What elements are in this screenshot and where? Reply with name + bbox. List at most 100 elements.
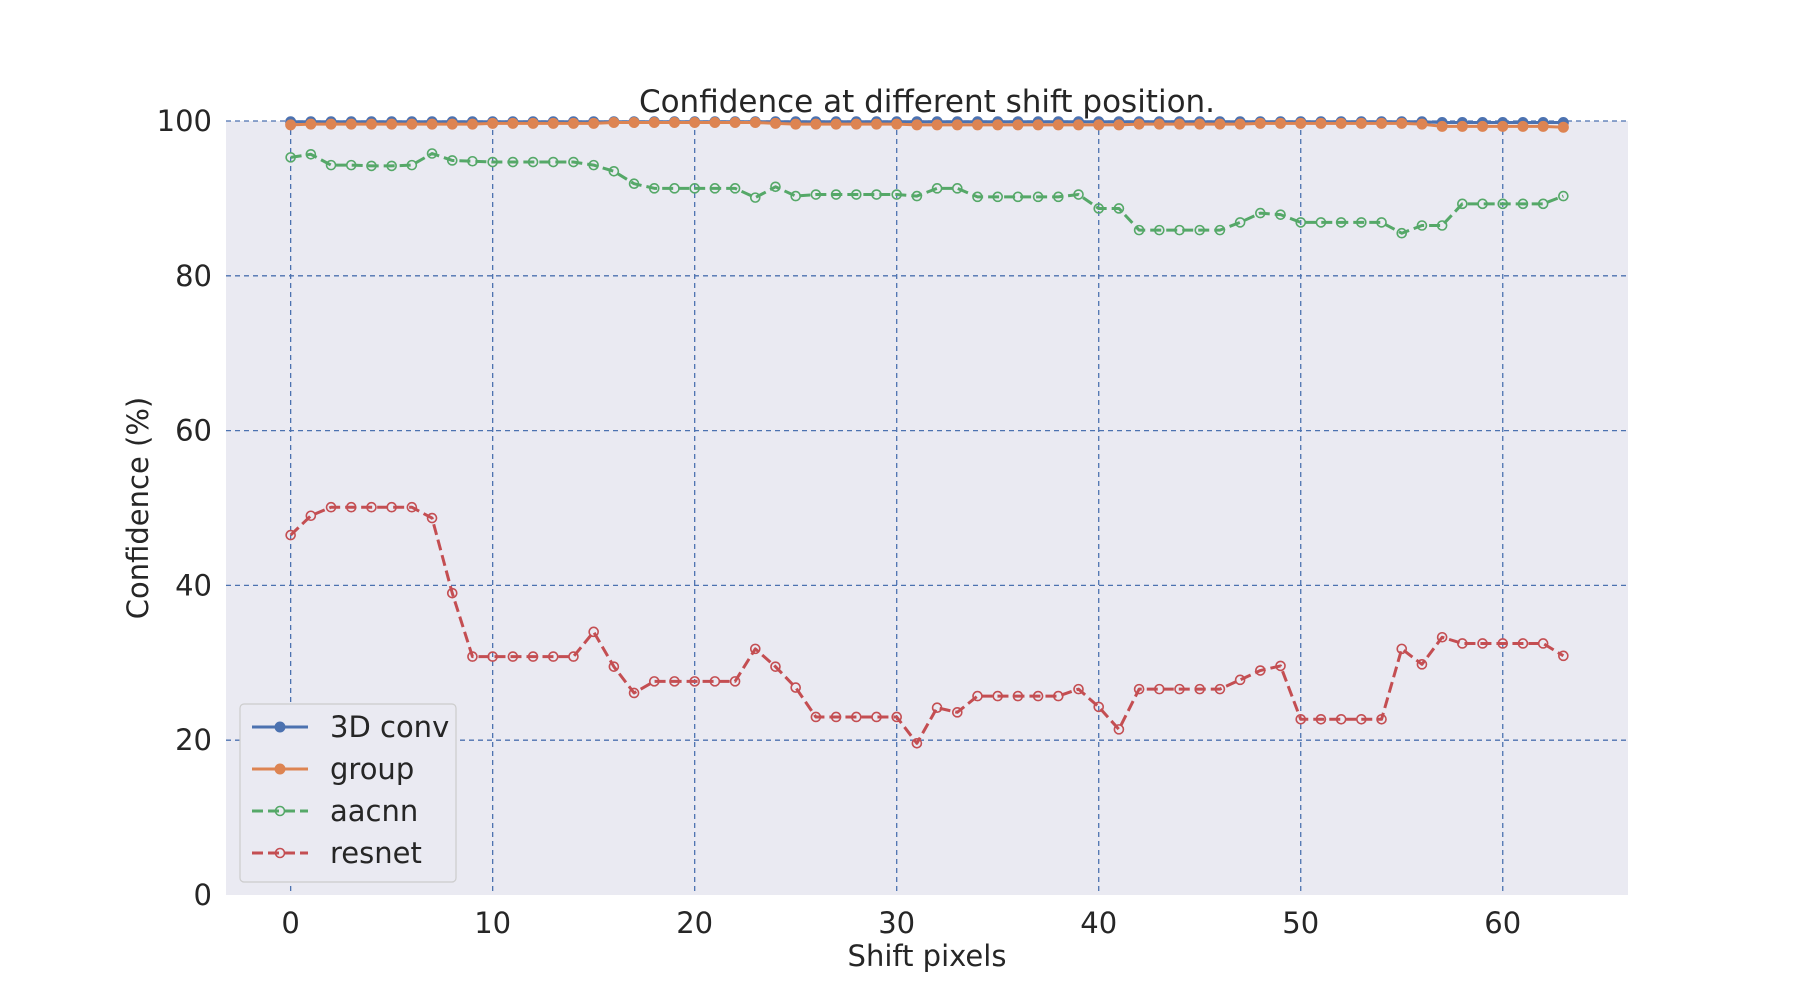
data-point-aacnn bbox=[608, 166, 620, 177]
data-point-aacnn bbox=[426, 148, 438, 159]
data-point-aacnn bbox=[1154, 224, 1165, 236]
data-point-group bbox=[1052, 119, 1064, 131]
data-point-resnet bbox=[1133, 683, 1145, 695]
data-point-aacnn bbox=[1073, 189, 1084, 200]
data-point-resnet bbox=[305, 510, 317, 522]
data-point-resnet bbox=[1194, 683, 1206, 695]
data-point-aacnn bbox=[911, 190, 923, 202]
data-point-group bbox=[1275, 117, 1287, 129]
series-line-resnet bbox=[289, 505, 1565, 745]
data-point-resnet bbox=[588, 626, 599, 638]
legend: 3D conv group aacnn resnet bbox=[239, 703, 457, 883]
data-point-group bbox=[1477, 120, 1489, 132]
data-point-group bbox=[1517, 120, 1529, 132]
data-point-group bbox=[305, 118, 317, 130]
data-point-aacnn bbox=[547, 156, 559, 168]
data-point-group bbox=[1355, 117, 1367, 129]
legend-swatch-marker bbox=[274, 721, 286, 733]
data-point-group bbox=[1456, 120, 1468, 132]
y-tick-label: 60 bbox=[175, 414, 212, 448]
data-point-resnet bbox=[1093, 701, 1105, 713]
legend-item-resnet: resnet bbox=[252, 836, 422, 870]
data-point-resnet bbox=[1356, 714, 1367, 725]
data-point-aacnn bbox=[1477, 198, 1488, 210]
data-point-aacnn bbox=[1133, 224, 1145, 236]
data-point-aacnn bbox=[1396, 227, 1408, 239]
data-point-aacnn bbox=[810, 189, 822, 200]
data-point-resnet bbox=[1275, 660, 1286, 672]
legend-label: aacnn bbox=[330, 794, 418, 828]
data-point-aacnn bbox=[709, 183, 721, 194]
series-line-aacnn bbox=[290, 152, 1564, 235]
plot-background bbox=[226, 121, 1628, 895]
data-point-aacnn bbox=[1457, 198, 1468, 210]
data-point-group bbox=[1557, 121, 1569, 133]
legend-item-aacnn: aacnn bbox=[252, 794, 418, 828]
data-point-aacnn bbox=[1416, 220, 1428, 231]
data-point-resnet bbox=[467, 651, 478, 662]
series-aacnn bbox=[285, 148, 1569, 239]
data-point-resnet bbox=[1113, 724, 1125, 735]
data-point-resnet bbox=[386, 501, 397, 513]
data-point-resnet bbox=[669, 676, 680, 687]
legend-label: 3D conv bbox=[330, 710, 449, 744]
data-point-resnet bbox=[1376, 714, 1387, 725]
data-point-resnet bbox=[770, 661, 781, 672]
data-point-resnet bbox=[850, 711, 862, 723]
data-point-resnet bbox=[1517, 638, 1529, 649]
data-point-aacnn bbox=[689, 183, 700, 194]
data-point-aacnn bbox=[1032, 191, 1044, 203]
legend-label: resnet bbox=[330, 836, 422, 870]
data-point-aacnn bbox=[1558, 190, 1569, 202]
data-point-resnet bbox=[1558, 650, 1569, 662]
data-point-aacnn bbox=[487, 156, 498, 168]
data-point-resnet bbox=[1012, 690, 1024, 702]
data-point-resnet bbox=[1154, 683, 1165, 695]
legend-item-group: group bbox=[252, 752, 414, 786]
data-point-resnet bbox=[1295, 714, 1307, 725]
data-point-group bbox=[1376, 117, 1388, 129]
data-point-aacnn bbox=[1497, 198, 1509, 210]
data-point-resnet bbox=[628, 687, 640, 699]
data-point-resnet bbox=[1214, 683, 1226, 695]
data-point-group bbox=[1174, 118, 1186, 130]
data-point-resnet bbox=[749, 643, 761, 655]
data-point-resnet bbox=[568, 651, 579, 662]
data-point-aacnn bbox=[871, 189, 882, 200]
data-point-aacnn bbox=[406, 159, 418, 171]
data-point-resnet bbox=[830, 711, 842, 723]
data-point-aacnn bbox=[992, 191, 1004, 203]
data-point-group bbox=[325, 118, 337, 130]
data-point-aacnn bbox=[285, 152, 296, 163]
data-point-group bbox=[1295, 117, 1307, 129]
data-point-aacnn bbox=[1315, 217, 1327, 228]
data-point-group bbox=[689, 117, 701, 129]
data-point-group bbox=[547, 117, 559, 129]
data-point-group bbox=[1032, 119, 1044, 131]
data-point-aacnn bbox=[1376, 217, 1387, 228]
x-tick-label: 30 bbox=[878, 906, 915, 940]
data-point-aacnn bbox=[790, 190, 801, 202]
data-point-resnet bbox=[1255, 665, 1266, 676]
data-point-group bbox=[810, 118, 822, 130]
data-point-resnet bbox=[345, 501, 357, 513]
data-point-aacnn bbox=[891, 189, 902, 200]
data-point-group bbox=[386, 118, 398, 130]
data-point-resnet bbox=[1053, 690, 1064, 702]
data-point-group bbox=[951, 119, 963, 131]
data-point-group bbox=[1194, 118, 1206, 130]
data-point-group bbox=[1315, 117, 1327, 129]
data-point-resnet bbox=[1477, 638, 1488, 649]
data-point-group bbox=[1396, 117, 1408, 129]
data-point-resnet bbox=[689, 676, 700, 687]
data-point-group bbox=[1537, 120, 1549, 132]
series-line-group bbox=[290, 121, 1564, 129]
data-point-group bbox=[1012, 119, 1024, 131]
data-point-aacnn bbox=[1275, 209, 1286, 220]
data-point-resnet bbox=[1416, 659, 1428, 670]
data-point-resnet bbox=[911, 737, 923, 749]
data-point-group bbox=[628, 117, 640, 129]
data-point-group bbox=[507, 117, 519, 129]
legend-swatch-marker bbox=[274, 847, 286, 859]
